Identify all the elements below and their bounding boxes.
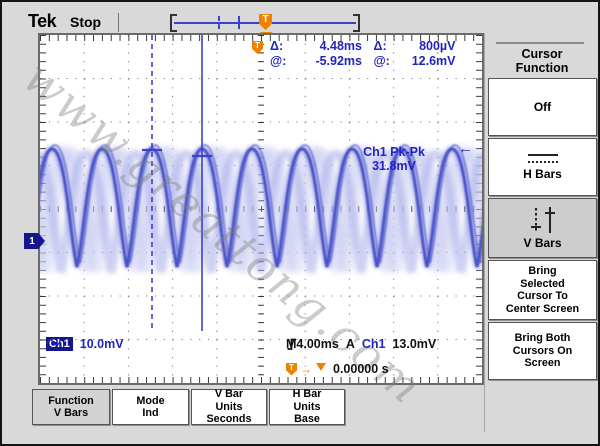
button-label: Seconds — [206, 413, 252, 426]
delta-volts-value: 800µV — [419, 39, 456, 53]
cursor-readout: Δ: 4.48ms Δ: 800µV @: -5.92ms @: 12.6mV — [270, 39, 460, 69]
measurement-readout: Ch1 Pk-Pk 31.8mV — [335, 145, 453, 173]
button-h-bar-units[interactable]: H Bar Units Base — [269, 388, 345, 426]
trigger-source: Ch1 — [361, 337, 386, 351]
delta-volts-label: Δ: — [373, 39, 387, 53]
button-label: V Bars — [53, 407, 89, 419]
button-label: Units — [215, 400, 243, 413]
scope-display: T Δ: 4.48ms Δ: 800µV @: -5.92ms @: 12.6mV Ch… — [38, 33, 484, 385]
button-label: Units — [293, 400, 321, 413]
trigger-position-flag-icon: T — [259, 14, 272, 30]
scope-graphics — [40, 35, 482, 383]
button-mode-ind[interactable]: Mode Ind — [112, 389, 189, 425]
button-label: V Bars — [523, 236, 562, 250]
h-bars-icon — [527, 153, 558, 163]
delta-time-label: Δ: — [270, 39, 284, 53]
delta-time-value: 4.48ms — [319, 39, 362, 53]
cursor-readout-at-row: @: -5.92ms @: 12.6mV — [270, 54, 460, 69]
delay-value: 0.00000 s — [333, 362, 389, 376]
menu-title: Cursor Function — [486, 47, 598, 75]
v-bar-cursors[interactable] — [142, 35, 212, 331]
button-label: Cursors On — [512, 344, 573, 357]
rising-edge-icon — [287, 338, 296, 350]
button-label: Off — [533, 100, 552, 114]
trigger-level-value: 13.0mV — [392, 337, 437, 351]
button-label: Bring Both — [514, 332, 571, 345]
button-label: Function — [48, 394, 94, 407]
record-view-bar: T — [170, 14, 360, 32]
channel1-ground-marker[interactable]: 1 — [24, 233, 45, 249]
button-bring-both-cursors[interactable]: Bring Both Cursors On Screen — [488, 322, 597, 380]
channel1-readout: Ch1 10.0mV — [46, 337, 124, 351]
at-time-label: @: — [270, 54, 287, 68]
acquisition-status: Stop — [70, 14, 102, 30]
button-label: Cursor To — [517, 290, 568, 302]
button-label: Ind — [142, 407, 159, 419]
button-bring-selected-cursor[interactable]: Bring Selected Cursor To Center Screen — [488, 260, 597, 320]
button-v-bar-units[interactable]: V Bar Units Seconds — [191, 388, 267, 426]
button-label: Base — [294, 413, 320, 426]
menu-title-line2: Function — [515, 61, 569, 75]
trigger-delay-flag-icon: T — [286, 362, 297, 376]
button-label: Mode — [136, 394, 165, 407]
at-volts-value: 12.6mV — [411, 54, 456, 68]
horizontal-trigger-readout: M4.00ms A Ch1 13.0mV — [286, 337, 436, 351]
button-label: Bring — [528, 265, 557, 277]
measurement-value: 31.8mV — [372, 159, 416, 173]
record-bracket-left-icon — [170, 14, 177, 32]
button-label: Screen — [524, 357, 561, 370]
menu-title-line1: Cursor — [521, 47, 563, 61]
button-label: H Bar — [292, 388, 322, 401]
panel-divider — [484, 33, 485, 432]
button-function-v-bars[interactable]: Function V Bars — [32, 389, 110, 425]
v-bars-icon — [530, 207, 555, 233]
cursor-readout-delta-row: Δ: 4.48ms Δ: 800µV — [270, 39, 460, 54]
trigger-delay-triangle-icon — [316, 362, 326, 376]
button-label: H Bars — [523, 166, 562, 181]
ac-coupling-icon — [46, 338, 61, 346]
channel1-trace — [40, 143, 482, 274]
button-label: Selected — [520, 277, 565, 290]
record-bracket-right-icon — [353, 14, 360, 32]
brand-logo: Tek — [28, 11, 57, 31]
readout-trigger-flag-icon: T — [252, 41, 263, 54]
at-volts-label: @: — [373, 54, 390, 68]
trigger-delay-arrow-icon: → — [300, 362, 312, 376]
topbar-separator — [118, 13, 119, 32]
button-label: Center Screen — [505, 302, 580, 315]
button-v-bars[interactable]: V Bars — [488, 198, 597, 258]
trigger-mode: A — [345, 337, 355, 351]
cursor1-position-tick — [218, 16, 220, 29]
menu-title-rule — [496, 42, 584, 44]
trigger-level-arrow-icon: ← — [458, 140, 473, 157]
timebase-value: M4.00ms — [286, 337, 339, 351]
channel1-scale: 10.0mV — [79, 337, 124, 351]
button-cursor-off[interactable]: Off — [488, 78, 597, 136]
at-time-value: -5.92ms — [315, 54, 362, 68]
button-h-bars[interactable]: H Bars — [488, 138, 597, 196]
measurement-name: Ch1 Pk-Pk — [363, 145, 425, 159]
button-label: V Bar — [214, 388, 244, 401]
cursor2-position-tick — [238, 16, 240, 29]
delay-readout: T → 0.00000 s — [286, 362, 389, 376]
